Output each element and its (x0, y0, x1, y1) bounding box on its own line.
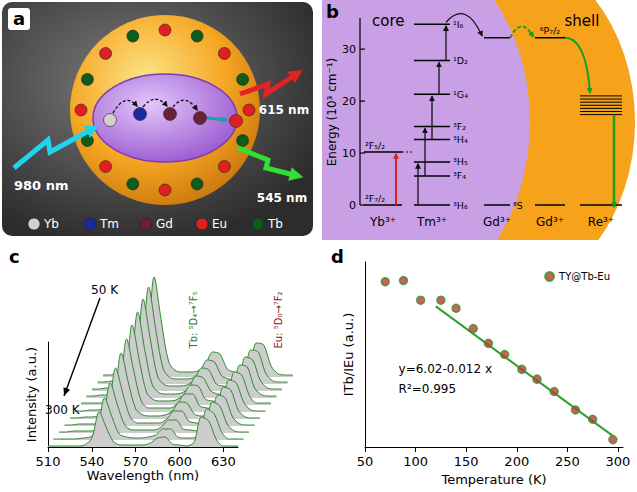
svg-text:30: 30 (342, 43, 356, 56)
svg-text:²F₅/₂: ²F₅/₂ (365, 140, 385, 151)
svg-text:545 nm: 545 nm (257, 191, 307, 205)
svg-text:300 K: 300 K (45, 403, 81, 417)
svg-text:Yb³⁺: Yb³⁺ (369, 215, 396, 229)
svg-text:600: 600 (167, 454, 192, 469)
svg-text:a: a (13, 8, 25, 29)
svg-text:Yb: Yb (43, 217, 59, 231)
svg-text:0: 0 (349, 199, 356, 212)
svg-text:Tb: Tb (267, 217, 283, 231)
svg-text:¹D₂: ¹D₂ (453, 55, 468, 66)
svg-text:Tb: ⁵D₄→⁷F₅: Tb: ⁵D₄→⁷F₅ (188, 292, 199, 350)
svg-text:Tm: Tm (99, 217, 119, 231)
svg-text:50: 50 (357, 454, 374, 469)
svg-text:⁸S: ⁸S (513, 200, 523, 211)
svg-text:¹I₆: ¹I₆ (453, 19, 464, 30)
svg-text:510: 510 (36, 454, 61, 469)
svg-text:Gd: Gd (156, 217, 173, 231)
svg-text:⁶P₇/₂: ⁶P₇/₂ (540, 25, 561, 36)
svg-text:Temperature (K): Temperature (K) (440, 472, 546, 487)
svg-text:540: 540 (79, 454, 104, 469)
svg-text:570: 570 (123, 454, 148, 469)
svg-text:²F₇/₂: ²F₇/₂ (365, 193, 385, 204)
svg-text:¹G₄: ¹G₄ (453, 89, 468, 100)
svg-text:b: b (326, 1, 339, 22)
svg-text:ITb/IEu (a.u.): ITb/IEu (a.u.) (341, 313, 356, 396)
svg-text:d: d (331, 246, 344, 267)
svg-text:Intensity (a.u.): Intensity (a.u.) (24, 347, 39, 442)
svg-text:50 K: 50 K (91, 283, 119, 297)
svg-text:10: 10 (342, 147, 356, 160)
svg-text:20: 20 (342, 95, 356, 108)
svg-text:³H₄: ³H₄ (453, 134, 468, 145)
svg-text:630: 630 (211, 454, 236, 469)
svg-text:300: 300 (606, 454, 631, 469)
svg-text:Eu: Eu (212, 217, 227, 231)
svg-text:100: 100 (403, 454, 428, 469)
svg-text:core: core (372, 12, 405, 30)
svg-text:³H₆: ³H₆ (453, 200, 468, 211)
svg-text:y=6.02-0.012 x: y=6.02-0.012 x (399, 362, 492, 376)
svg-text:615 nm: 615 nm (259, 103, 309, 117)
svg-text:³F₂: ³F₂ (453, 121, 466, 132)
svg-text:R²=0.995: R²=0.995 (399, 382, 457, 396)
svg-text:Energy (10³ cm⁻¹): Energy (10³ cm⁻¹) (325, 58, 339, 167)
svg-text:Eu: ⁵D₀→⁷F₂: Eu: ⁵D₀→⁷F₂ (273, 291, 284, 348)
svg-text:Gd³⁺: Gd³⁺ (483, 215, 511, 229)
svg-text:³F₄: ³F₄ (453, 170, 466, 181)
svg-text:Tm³⁺: Tm³⁺ (416, 215, 447, 229)
svg-text:TY@Tb-Eu: TY@Tb-Eu (558, 271, 610, 282)
svg-text:Gd³⁺: Gd³⁺ (536, 215, 564, 229)
svg-text:150: 150 (454, 454, 479, 469)
svg-text:Wavelength (nm): Wavelength (nm) (87, 468, 199, 483)
svg-text:c: c (9, 246, 20, 267)
svg-text:980 nm: 980 nm (14, 178, 68, 193)
svg-text:250: 250 (555, 454, 580, 469)
svg-text:shell: shell (565, 12, 600, 30)
svg-text:Re³⁺: Re³⁺ (588, 215, 614, 229)
svg-text:200: 200 (504, 454, 529, 469)
svg-text:³H₅: ³H₅ (453, 156, 468, 167)
